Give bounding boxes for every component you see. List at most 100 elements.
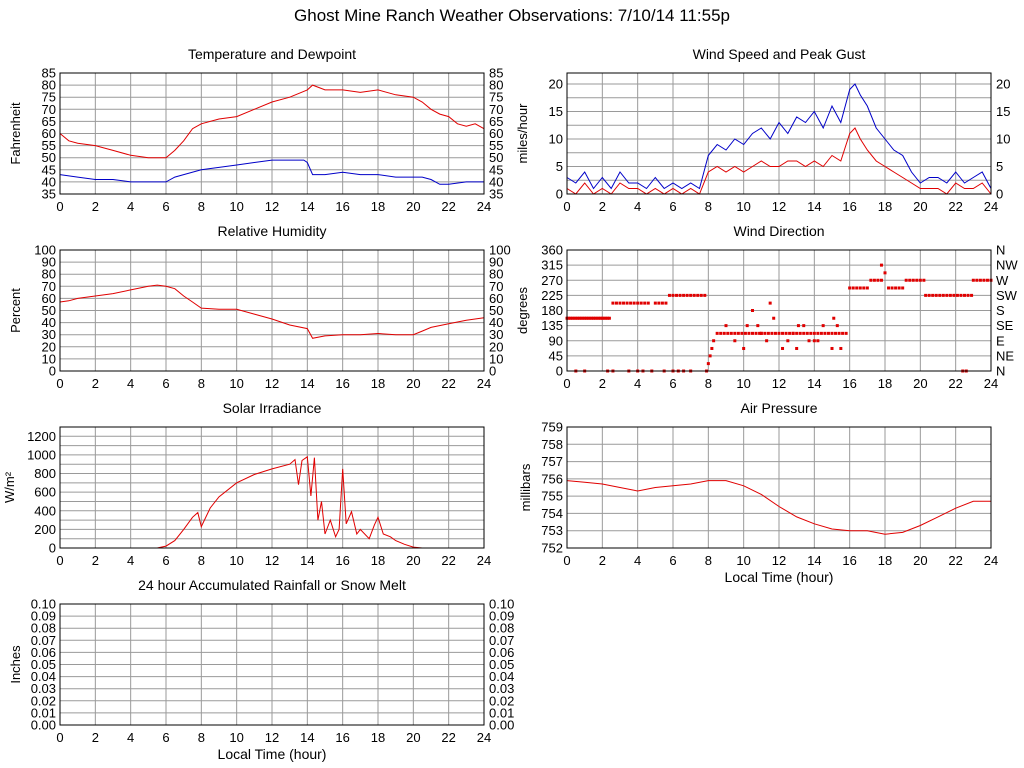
temperature-series-blue-line xyxy=(59,159,484,185)
solar-ytick-label: 1200 xyxy=(27,429,56,444)
wind-direction-point xyxy=(959,293,963,297)
humidity-ytick-label-right: 90 xyxy=(489,255,503,270)
wind-direction-point xyxy=(802,324,806,328)
wind-direction-compass-label: S xyxy=(996,303,1005,318)
humidity-ytick-label: 80 xyxy=(42,267,56,282)
solar-xtick-label: 0 xyxy=(56,553,63,568)
rainfall-ytick-label: 0.00 xyxy=(31,718,56,733)
rainfall-ytick-label: 0.04 xyxy=(31,669,56,684)
wind-direction-point xyxy=(788,331,792,335)
wind-direction-point xyxy=(715,331,719,335)
wind-speed-xtick-label: 8 xyxy=(705,199,712,214)
wind-direction-point xyxy=(733,331,737,335)
rainfall-xtick-label: 22 xyxy=(441,730,455,745)
rainfall-ytick-label-right: 0.05 xyxy=(489,657,514,672)
wind-direction-point xyxy=(844,331,848,335)
solar-ytick-label: 800 xyxy=(34,466,56,481)
wind-speed-xtick-label: 6 xyxy=(669,199,676,214)
wind-direction-xtick-label: 20 xyxy=(913,376,927,391)
wind-direction-point xyxy=(931,293,935,297)
wind-direction-point xyxy=(975,278,979,282)
temperature-ytick-label-right: 40 xyxy=(489,174,503,189)
humidity-xtick-label: 12 xyxy=(265,376,279,391)
wind-direction-point xyxy=(574,316,578,320)
wind-direction-point xyxy=(851,286,855,290)
rainfall-ytick-label-right: 0.09 xyxy=(489,609,514,624)
temperature-xtick-label: 0 xyxy=(56,199,63,214)
temperature-ytick-label: 35 xyxy=(42,187,56,202)
wind-direction-point xyxy=(858,286,862,290)
humidity-xtick-label: 22 xyxy=(441,376,455,391)
wind-direction-point xyxy=(966,293,970,297)
wind-direction-point xyxy=(915,278,919,282)
wind-direction-xtick-label: 22 xyxy=(948,376,962,391)
wind-speed-xtick-label: 2 xyxy=(599,199,606,214)
wind-direction-point xyxy=(671,293,675,297)
solar-xtick-label: 8 xyxy=(198,553,205,568)
wind-direction-point xyxy=(708,354,712,358)
wind-direction-point xyxy=(611,301,615,305)
solar-xtick-label: 18 xyxy=(371,553,385,568)
temperature-xtick-label: 2 xyxy=(92,199,99,214)
wind-direction-point xyxy=(577,316,581,320)
wind-direction-compass-label: NW xyxy=(996,258,1018,273)
pressure-xtick-label: 6 xyxy=(669,553,676,568)
humidity-xtick-label: 20 xyxy=(406,376,420,391)
wind-direction-compass-label: SW xyxy=(996,288,1018,303)
wind-direction-point xyxy=(759,331,763,335)
wind-speed-ytick-label-right: 5 xyxy=(996,159,1003,174)
wind-speed-ytick-label-right: 15 xyxy=(996,104,1010,119)
wind-speed-xtick-label: 14 xyxy=(807,199,821,214)
pressure-frame xyxy=(566,426,992,549)
rainfall-ytick-label-right: 0.10 xyxy=(489,597,514,612)
wind-speed-xtick-label: 16 xyxy=(842,199,856,214)
wind-direction-point xyxy=(722,331,726,335)
wind-direction-point xyxy=(978,278,982,282)
wind-direction-ytick-label: 180 xyxy=(541,303,563,318)
humidity-ytick-label: 30 xyxy=(42,327,56,342)
rainfall-xtick-label: 10 xyxy=(229,730,243,745)
temperature-ytick-label-right: 65 xyxy=(489,114,503,129)
temperature-xtick-label: 16 xyxy=(335,199,349,214)
rainfall-ylabel: Inches xyxy=(8,645,23,684)
humidity-ytick-label-right: 50 xyxy=(489,303,503,318)
humidity-ytick-label-right: 60 xyxy=(489,291,503,306)
rainfall-ytick-label: 0.01 xyxy=(31,705,56,720)
wind-direction-point xyxy=(924,293,928,297)
humidity-ytick-label: 100 xyxy=(34,243,56,258)
wind-direction-point xyxy=(904,278,908,282)
temperature-ytick-label: 40 xyxy=(42,174,56,189)
rainfall-xtick-label: 4 xyxy=(127,730,134,745)
temperature-ytick-label: 60 xyxy=(42,126,56,141)
humidity-ytick-label: 70 xyxy=(42,279,56,294)
wind-direction-point xyxy=(629,301,633,305)
humidity-ytick-label: 10 xyxy=(42,351,56,366)
wind-direction-point xyxy=(770,331,774,335)
wind-direction-point xyxy=(908,278,912,282)
wind-direction-point xyxy=(710,346,714,350)
wind-direction-point xyxy=(706,362,710,366)
rainfall-chart: 24 hour Accumulated Rainfall or Snow Mel… xyxy=(8,577,514,762)
solar-xtick-label: 10 xyxy=(229,553,243,568)
wind-direction-xtick-label: 18 xyxy=(878,376,892,391)
wind-direction-point xyxy=(766,331,770,335)
humidity-xtick-label: 10 xyxy=(229,376,243,391)
humidity-xtick-label: 16 xyxy=(335,376,349,391)
wind-direction-point xyxy=(719,331,723,335)
wind-speed-ytick-label: 10 xyxy=(549,132,563,147)
solar-xtick-label: 12 xyxy=(265,553,279,568)
wind-direction-point xyxy=(830,346,834,350)
pressure-ytick-label: 759 xyxy=(541,420,563,435)
wind-speed-xtick-label: 20 xyxy=(913,199,927,214)
rainfall-xtick-label: 8 xyxy=(198,730,205,745)
wind-direction-point xyxy=(839,346,843,350)
wind-direction-point xyxy=(646,301,650,305)
temperature-ylabel: Fahrenheit xyxy=(8,102,23,165)
wind-direction-point xyxy=(712,339,716,343)
wind-direction-xtick-label: 12 xyxy=(772,376,786,391)
wind-direction-point xyxy=(692,293,696,297)
wind-direction-point xyxy=(816,339,820,343)
wind-direction-point xyxy=(948,293,952,297)
humidity-ylabel: Percent xyxy=(8,288,23,333)
